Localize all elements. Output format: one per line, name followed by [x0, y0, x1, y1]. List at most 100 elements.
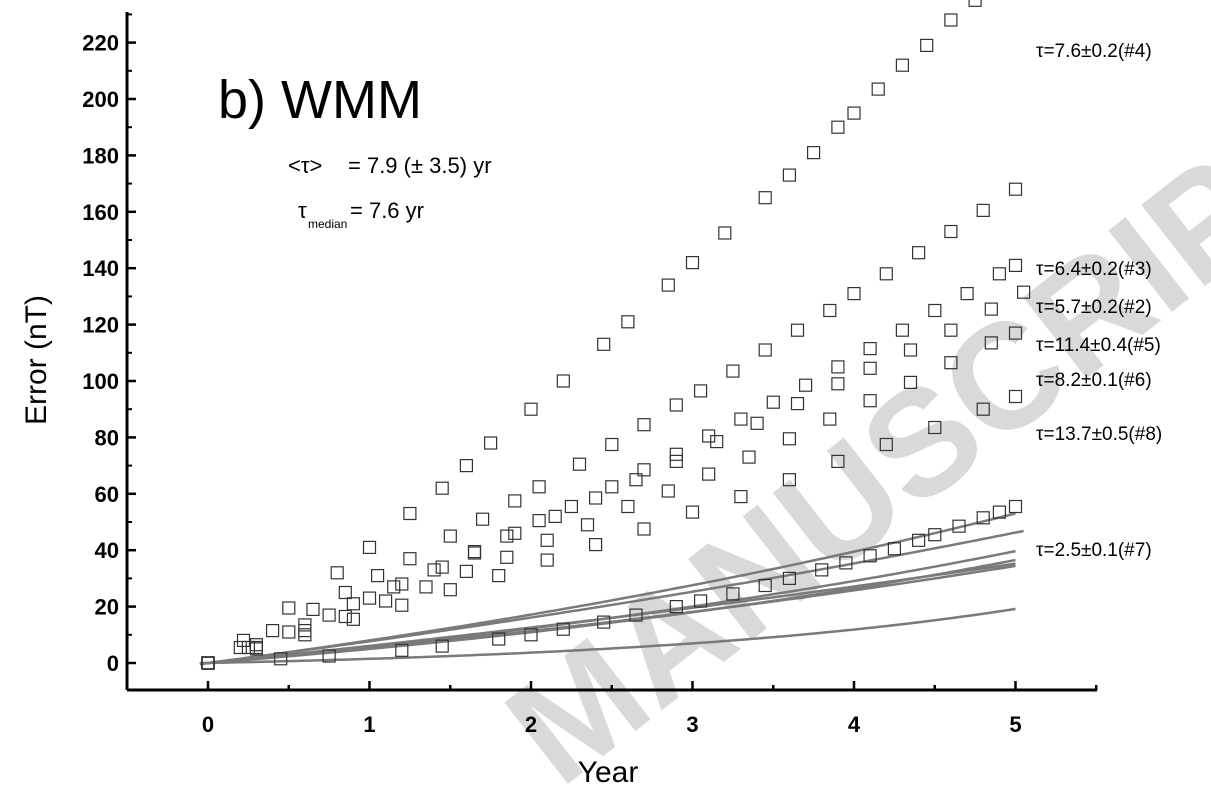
data-point [928, 303, 942, 318]
data-point [782, 168, 797, 182]
y-tick-label: 120 [82, 313, 119, 338]
data-point [306, 602, 320, 617]
data-point [1008, 499, 1023, 514]
data-point [621, 499, 635, 514]
chart-title: b) WMM [218, 70, 422, 130]
data-point [968, 0, 982, 7]
data-point [330, 566, 344, 580]
data-point [734, 490, 748, 504]
series-label: τ=6.4±0.2(#3) [1036, 259, 1152, 280]
data-point [484, 436, 498, 450]
data-point [726, 364, 740, 378]
data-point [944, 356, 958, 370]
x-tick-label: 1 [363, 712, 375, 737]
data-point [201, 656, 215, 670]
data-point [443, 583, 457, 597]
data-point [911, 533, 926, 547]
data-point [863, 549, 877, 563]
data-point [992, 505, 1007, 519]
data-point [669, 454, 683, 468]
data-point [815, 563, 829, 577]
series-label: τ=8.2±0.1(#6) [1036, 370, 1152, 391]
data-point [298, 628, 312, 642]
data-point [782, 432, 797, 446]
data-point [459, 459, 473, 473]
data-point [928, 420, 942, 435]
data-point [831, 454, 845, 468]
data-point [734, 412, 748, 426]
data-point [476, 512, 490, 526]
data-point [492, 568, 506, 583]
y-tick-label: 220 [82, 31, 119, 56]
data-point [362, 591, 377, 605]
data-point [500, 550, 514, 564]
median-subscript: median [308, 217, 347, 231]
data-point [282, 625, 296, 639]
data-point [532, 480, 546, 494]
data-point [346, 612, 360, 626]
series-labels: τ=7.6±0.2(#4) τ=6.4±0.2(#3) τ=5.7±0.2(#2) τ… [1036, 41, 1162, 561]
data-point [718, 226, 732, 240]
data-point [831, 360, 845, 374]
data-point [790, 323, 805, 337]
data-point [379, 594, 393, 608]
data-point [871, 82, 885, 96]
y-tick-label: 20 [95, 595, 119, 620]
data-point [879, 437, 893, 452]
data-point [693, 594, 708, 608]
data-point [346, 597, 360, 611]
data-point [984, 336, 998, 350]
data-point [976, 511, 990, 525]
data-point [863, 361, 877, 375]
series-label: τ=5.7±0.2(#2) [1036, 297, 1152, 318]
data-point [693, 384, 708, 398]
mean-value: = 7.9 (± 3.5) yr [348, 153, 492, 178]
data-point [685, 505, 700, 519]
data-point [895, 58, 910, 72]
data-point [944, 13, 958, 27]
data-point [782, 473, 797, 487]
data-point [1016, 285, 1031, 299]
data-point [322, 649, 336, 663]
data-point [419, 580, 433, 594]
data-point [629, 608, 643, 622]
y-tick-label: 180 [82, 143, 119, 168]
data-point [629, 473, 643, 487]
data-point [556, 622, 570, 636]
data-point [806, 146, 821, 160]
data-point [597, 337, 611, 351]
data-point [435, 639, 449, 653]
data-point [524, 628, 538, 642]
data-point [928, 528, 942, 542]
median-symbol: τ [298, 198, 307, 223]
data-point [685, 256, 700, 270]
data-point [960, 287, 974, 301]
mean-symbol: <τ> [288, 153, 322, 178]
data-point [863, 342, 877, 356]
y-tick-label: 0 [107, 651, 119, 676]
data-point [637, 522, 651, 536]
data-point [637, 418, 651, 432]
data-point [322, 608, 336, 622]
data-point [726, 587, 740, 601]
data-point [839, 556, 853, 570]
data-point [823, 412, 837, 426]
data-point [249, 638, 263, 652]
data-point [395, 643, 409, 657]
data-point [798, 378, 813, 392]
data-point [847, 287, 861, 301]
data-point [984, 302, 998, 316]
data-point [266, 623, 280, 638]
data-point [758, 191, 772, 205]
data-point [920, 38, 934, 53]
data-point [532, 513, 546, 528]
data-point [976, 402, 990, 416]
data-point [758, 578, 772, 593]
data-point [241, 640, 255, 655]
data-point [831, 377, 845, 391]
data-point [403, 506, 417, 521]
data-point [1008, 258, 1023, 272]
data-point [944, 224, 958, 239]
data-point [362, 540, 377, 555]
x-tick-label: 2 [525, 712, 537, 737]
